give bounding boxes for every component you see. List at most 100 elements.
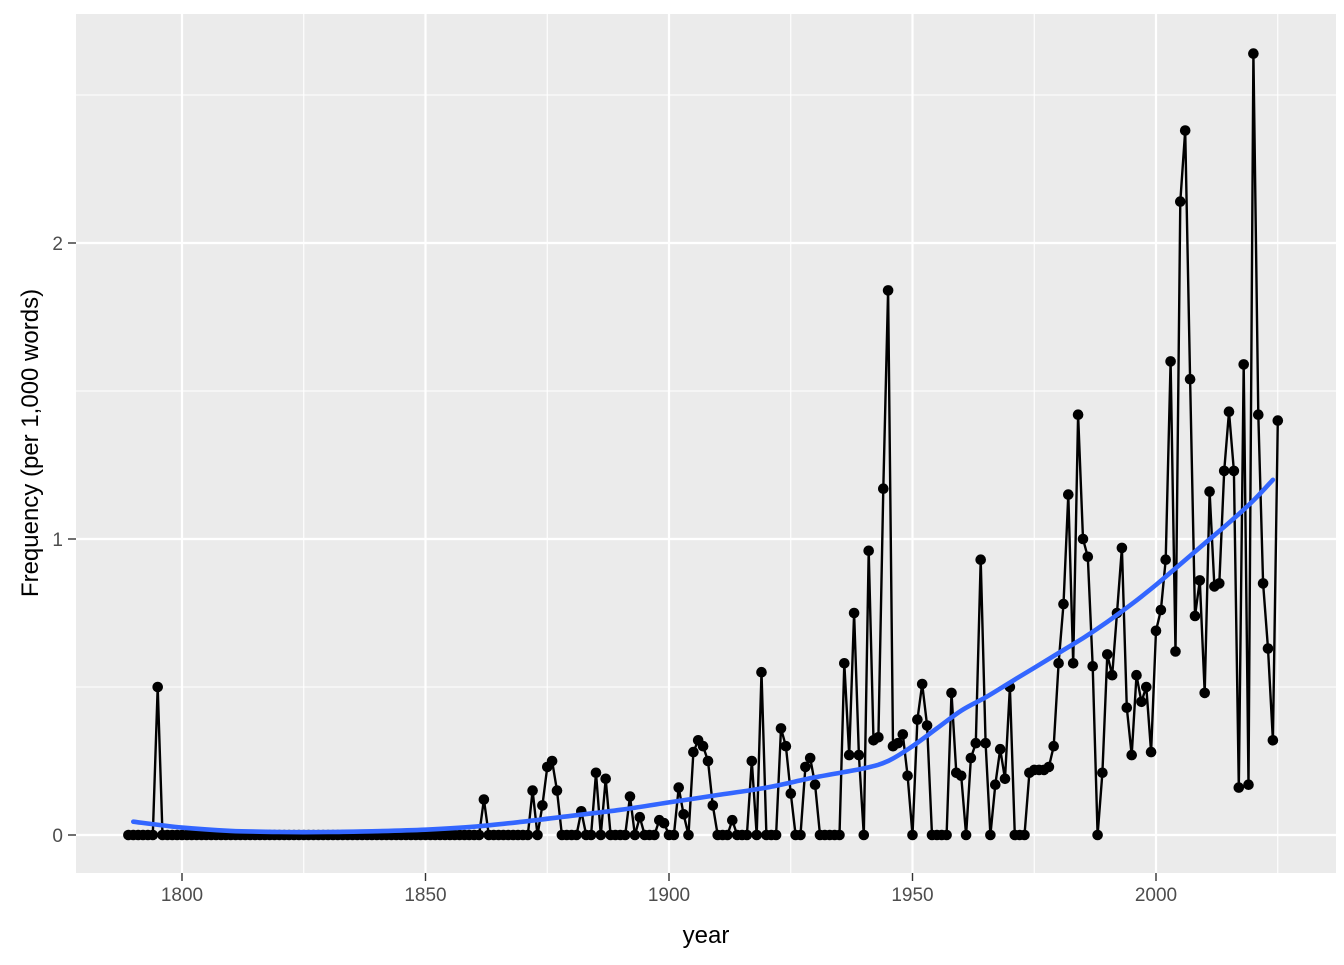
data-point (741, 829, 753, 841)
data-point (975, 554, 986, 565)
data-point (152, 681, 163, 693)
data-point (941, 829, 952, 841)
data-point (775, 723, 787, 734)
data-point (537, 800, 548, 811)
data-point (1136, 696, 1147, 708)
data-point (1248, 48, 1259, 59)
data-point (1019, 829, 1030, 841)
data-point (1257, 578, 1269, 589)
data-point (1121, 702, 1133, 713)
data-point (1165, 356, 1176, 367)
data-point (780, 740, 792, 752)
data-point (629, 829, 641, 841)
data-point (916, 678, 928, 690)
data-point (673, 782, 684, 793)
data-point (722, 829, 733, 841)
data-point (1199, 687, 1210, 699)
data-point (532, 829, 543, 841)
data-point (999, 773, 1011, 785)
data-point (1082, 551, 1094, 563)
data-point (1218, 465, 1230, 477)
data-point (1058, 598, 1069, 610)
data-point (571, 829, 582, 841)
data-point (1179, 125, 1191, 136)
data-point (946, 687, 957, 699)
data-point (897, 729, 909, 740)
x-tick-label: 1900 (648, 885, 690, 906)
smooth-line (131, 477, 1276, 835)
data-point (1160, 554, 1171, 565)
data-point (1126, 749, 1137, 761)
data-point (1063, 489, 1074, 500)
data-point (1043, 761, 1055, 773)
data-point (522, 829, 534, 841)
y-tick-label: 0 (52, 826, 63, 847)
data-point (843, 749, 855, 761)
y-tick-label: 2 (52, 234, 63, 255)
data-point (600, 773, 611, 785)
data-point (668, 829, 680, 841)
data-point (1204, 486, 1215, 497)
y-tick-label: 1 (52, 530, 63, 551)
data-point (985, 829, 996, 841)
data-point (1238, 359, 1249, 370)
data-point (960, 829, 972, 841)
data-point (688, 746, 699, 758)
data-point (1106, 669, 1118, 681)
data-point (1077, 533, 1089, 545)
data-point (804, 752, 816, 764)
data-point (834, 829, 845, 841)
data-point (478, 794, 490, 805)
data-point (965, 752, 977, 764)
data-point (473, 829, 485, 841)
x-tick-label: 1850 (404, 885, 446, 906)
data-point (1223, 406, 1235, 418)
data-point (1067, 658, 1079, 669)
data-point (1233, 782, 1245, 793)
data-point (955, 770, 967, 782)
y-axis-title: Frequency (per 1,000 words) (17, 289, 44, 597)
data-point (980, 737, 991, 749)
data-point (697, 740, 709, 752)
data-point (1189, 610, 1201, 622)
data-point (912, 714, 923, 725)
data-point (1243, 779, 1254, 790)
data-point (1102, 649, 1113, 660)
data-point (1072, 409, 1084, 421)
data-point (756, 666, 767, 678)
data-point (1131, 669, 1142, 681)
data-point (1214, 578, 1225, 589)
data-point (595, 829, 607, 841)
data-point (751, 829, 762, 841)
data-point (746, 755, 758, 767)
data-point (1092, 829, 1103, 841)
data-point (907, 829, 918, 841)
data-point (1097, 767, 1108, 779)
data-point (1228, 465, 1240, 477)
data-point (1272, 415, 1284, 426)
data-point (921, 720, 933, 731)
data-point (839, 658, 850, 669)
data-point (994, 743, 1006, 755)
data-point (702, 755, 714, 767)
data-point (527, 785, 538, 796)
x-tick-label: 2000 (1135, 885, 1177, 906)
data-point (1116, 542, 1128, 554)
data-point (551, 785, 563, 796)
chart-root: 1800 1850 1900 1950 2000 0 1 2 (52, 14, 1336, 906)
data-point (795, 829, 806, 841)
x-axis-title: year (683, 922, 730, 949)
data-point (1262, 643, 1274, 654)
data-point (970, 737, 982, 749)
data-point (658, 817, 670, 829)
data-point (634, 811, 646, 823)
data-point (619, 829, 631, 841)
data-point (624, 791, 636, 802)
data-point (590, 767, 602, 779)
x-tick-label: 1800 (161, 885, 203, 906)
data-point (1194, 575, 1206, 586)
data-point (1087, 661, 1098, 672)
data-point (585, 829, 597, 841)
